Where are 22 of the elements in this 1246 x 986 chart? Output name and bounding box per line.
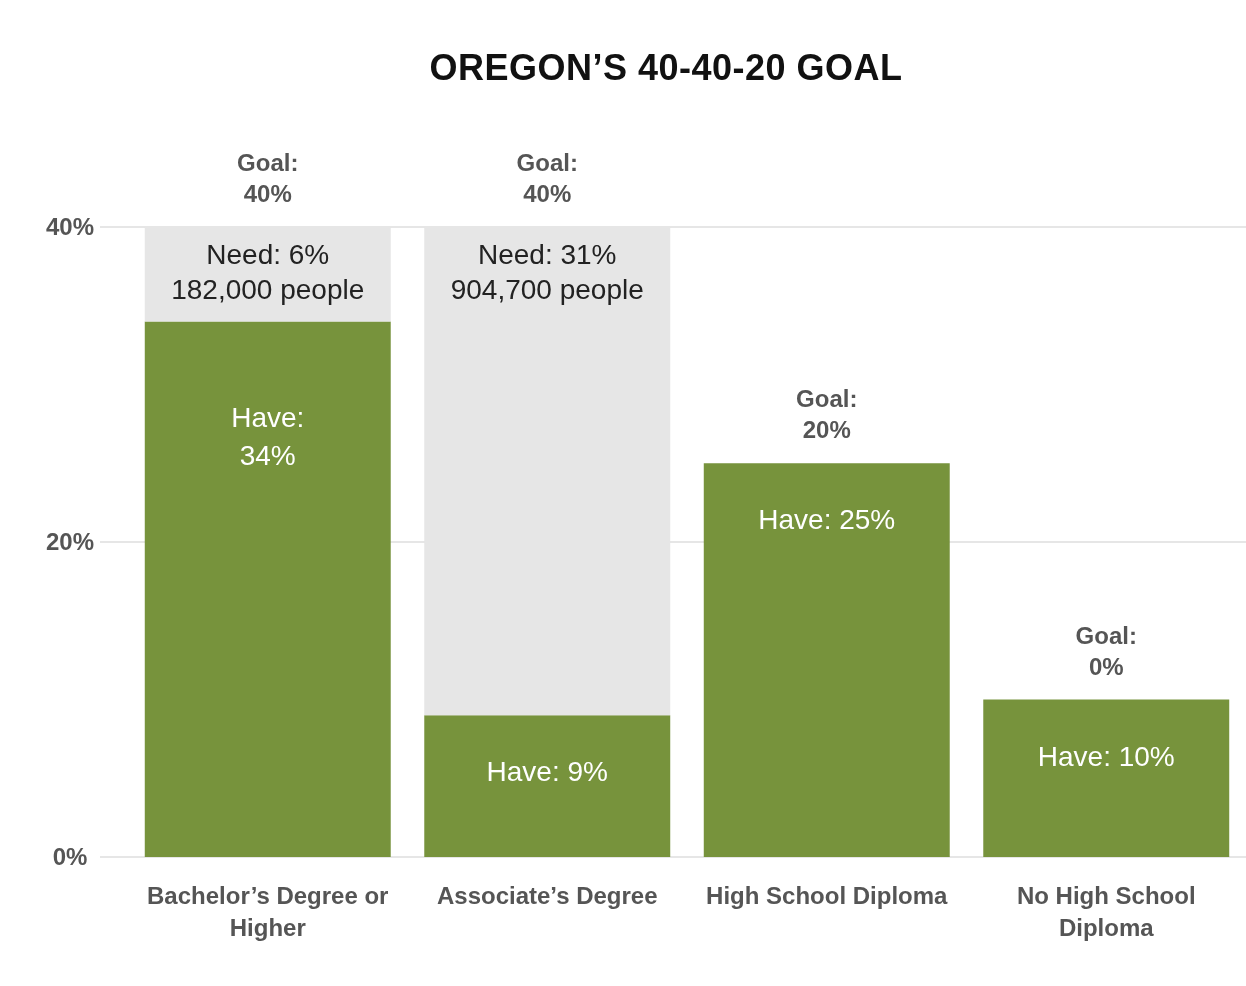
- data-label: Have: 25%: [758, 504, 896, 536]
- x-tick-label: Bachelor’s Degree or Higher: [147, 882, 389, 941]
- chart-title: OREGON’S 40-40-20 GOAL: [429, 47, 903, 88]
- bar: [144, 321, 391, 857]
- x-tick-label: High School Diploma: [706, 882, 949, 909]
- data-label: Have: 9%: [486, 756, 608, 788]
- data-label: Have: 34%: [231, 401, 305, 471]
- y-tick-label: 20%: [45, 528, 95, 555]
- y-tick-label: 40%: [45, 213, 95, 240]
- data-label: Need: 6% 182,000 people: [171, 239, 365, 305]
- x-tick-label: No High School Diploma: [1016, 882, 1196, 941]
- bar: [703, 463, 950, 857]
- annotation: Goal: 20%: [796, 385, 858, 444]
- bar: [983, 699, 1230, 857]
- annotation: Goal: 0%: [1075, 621, 1137, 680]
- bar: [424, 715, 671, 857]
- annotation: Goal: 40%: [516, 149, 578, 207]
- y-tick-label: 0%: [52, 843, 88, 870]
- x-tick-label: Associate’s Degree: [436, 882, 658, 909]
- data-label: Have: 10%: [1037, 740, 1175, 772]
- annotation: Goal: 40%: [237, 149, 299, 207]
- data-label: Need: 31% 904,700 people: [450, 239, 644, 305]
